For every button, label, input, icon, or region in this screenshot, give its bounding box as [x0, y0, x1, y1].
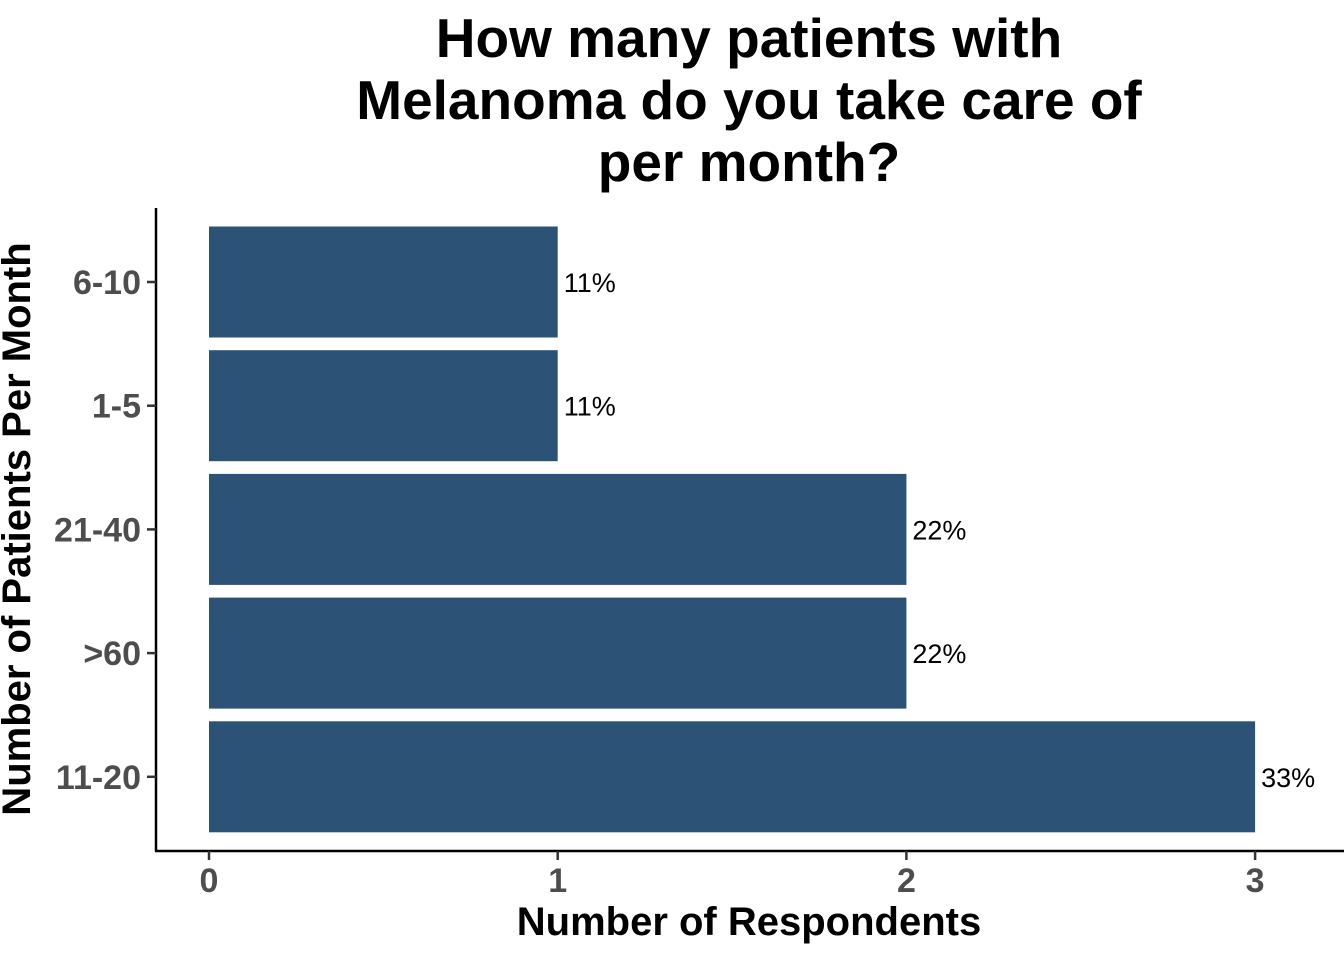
data-label-3: 22% — [912, 639, 966, 669]
y-tick-label-1: 1-5 — [92, 388, 141, 426]
data-labels-layer: 11% 11% 22% 22% 33% — [564, 268, 1315, 793]
x-tick-label-1: 1 — [548, 862, 567, 900]
y-tick-label-2: 21-40 — [54, 511, 141, 549]
data-label-2: 22% — [912, 515, 966, 545]
x-tick-label-0: 0 — [200, 862, 219, 900]
y-axis-title: Number of Patients Per Month — [0, 242, 39, 815]
bars-layer — [209, 226, 1256, 833]
bar-2 — [209, 473, 907, 585]
chart-title-line-2: Melanoma do you take care of — [356, 69, 1142, 131]
y-tick-label-3: >60 — [83, 635, 141, 673]
chart-title: How many patients with Melanoma do you t… — [356, 7, 1142, 193]
y-tick-label-0: 6-10 — [73, 264, 141, 302]
data-label-0: 11% — [564, 268, 616, 298]
bar-4 — [209, 721, 1256, 833]
x-tick-label-2: 2 — [897, 862, 916, 900]
y-tick-label-4: 11-20 — [56, 759, 141, 797]
bar-1 — [209, 350, 558, 462]
chart-title-line-1: How many patients with — [436, 7, 1062, 69]
bar-3 — [209, 597, 907, 709]
x-axis-title: Number of Respondents — [517, 900, 981, 944]
chart-title-line-3: per month? — [598, 131, 900, 193]
data-label-1: 11% — [564, 392, 616, 422]
x-axis-ticks: 0 1 2 3 — [200, 851, 1265, 900]
bar-0 — [209, 226, 558, 338]
y-axis-ticks: 6-10 1-5 21-40 >60 11-20 — [54, 264, 156, 797]
data-label-4: 33% — [1261, 763, 1315, 793]
x-tick-label-3: 3 — [1246, 862, 1265, 900]
